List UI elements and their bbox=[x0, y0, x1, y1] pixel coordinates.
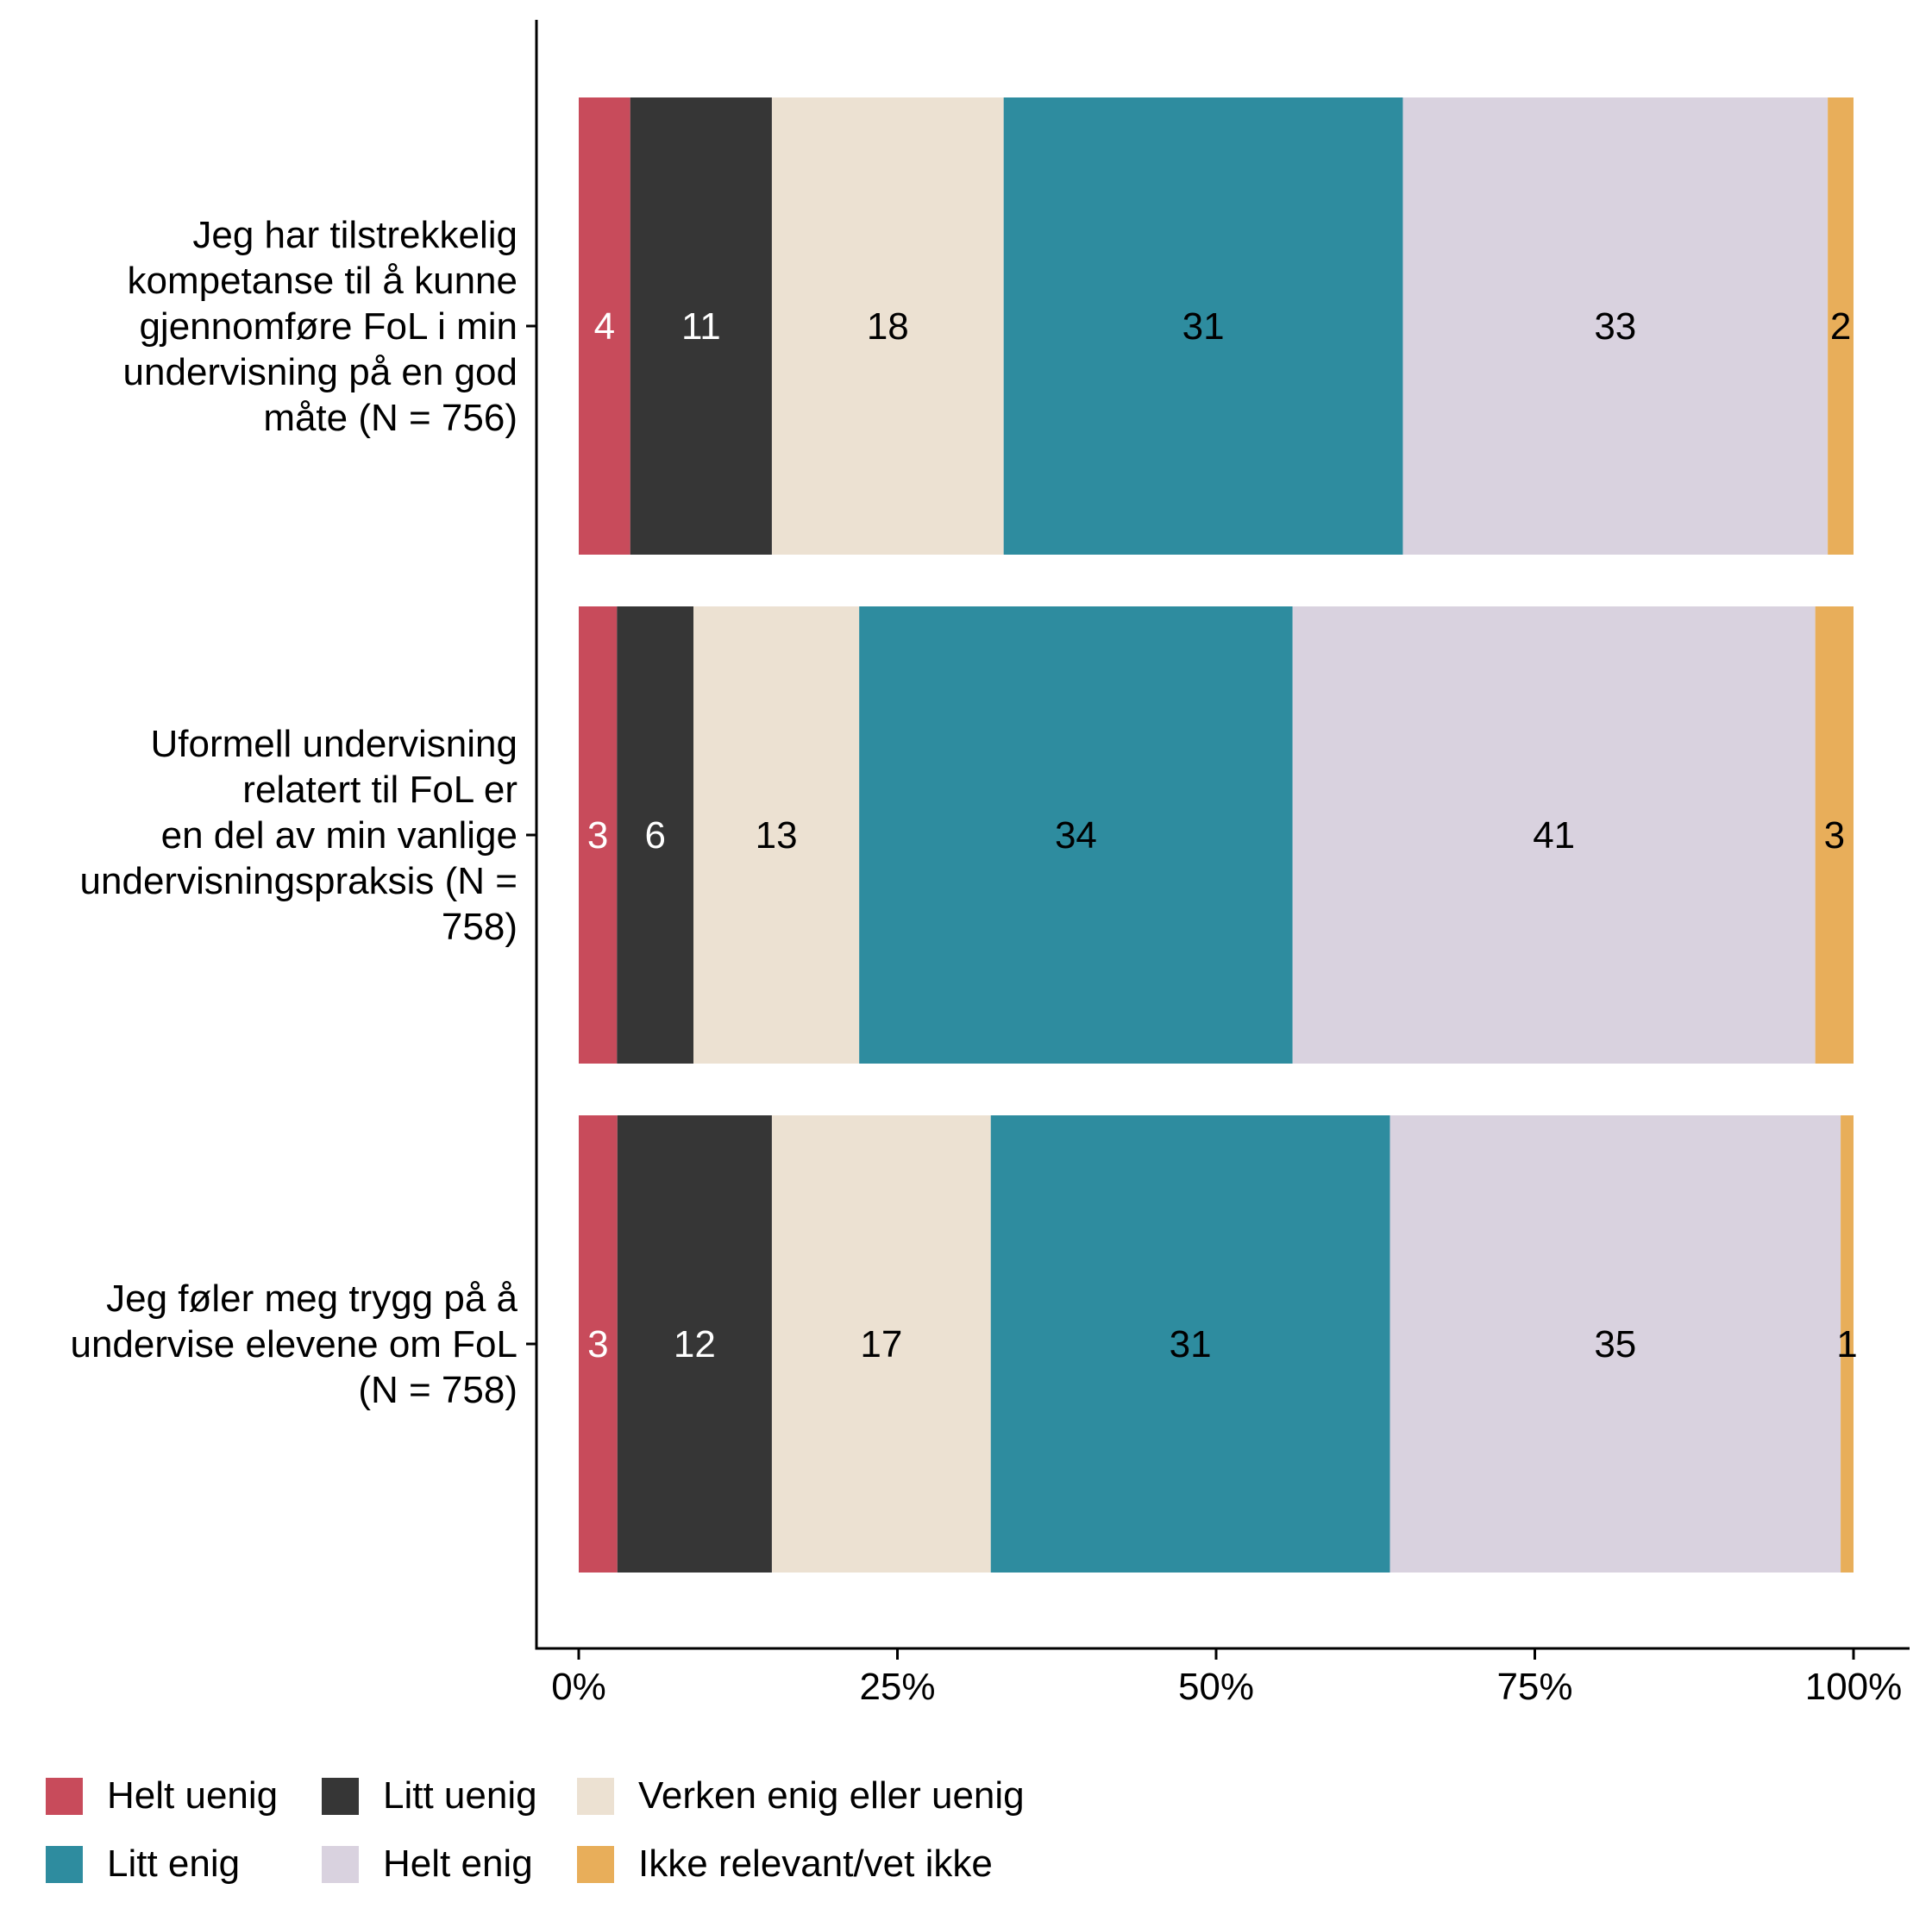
y-ticks-layer bbox=[526, 324, 536, 1346]
category-label-line: undervisningspraksis (N = bbox=[79, 859, 518, 902]
category-label-line: kompetanse til å kunne bbox=[127, 259, 518, 302]
bar-value-label: 18 bbox=[867, 305, 909, 348]
category-label-line: undervise elevene om FoL bbox=[70, 1322, 518, 1365]
bar-value-label: 31 bbox=[1170, 1323, 1212, 1365]
bar-segment bbox=[1389, 1115, 1841, 1573]
bar-value-label: 31 bbox=[1182, 305, 1225, 348]
legend-item: Verken enig eller uenig bbox=[577, 1774, 1025, 1817]
bar-value-label: 6 bbox=[644, 814, 665, 857]
category-label-line: Jeg føler meg trygg på å bbox=[106, 1277, 518, 1320]
bar-segment bbox=[990, 1115, 1390, 1573]
legend-swatch bbox=[577, 1845, 614, 1883]
bar-segment bbox=[579, 606, 618, 1064]
bar-value-label: 3 bbox=[1824, 814, 1845, 857]
bar-segment bbox=[617, 1115, 772, 1573]
bar-segment bbox=[579, 97, 630, 555]
x-tick-label: 75% bbox=[1496, 1666, 1572, 1708]
bar-value-label: 13 bbox=[756, 814, 798, 857]
x-tick-label: 0% bbox=[551, 1666, 606, 1708]
bar-segment bbox=[1841, 1115, 1854, 1573]
bar-value-label: 33 bbox=[1594, 305, 1636, 348]
legend-swatch bbox=[577, 1777, 614, 1815]
legend-item: Litt uenig bbox=[322, 1774, 537, 1817]
category-label-line: undervisning på en god bbox=[122, 350, 518, 393]
bar-segment bbox=[1003, 97, 1403, 555]
bar-value-label: 11 bbox=[681, 305, 721, 348]
legend-label: Litt enig bbox=[107, 1843, 241, 1885]
legend-label: Helt enig bbox=[383, 1843, 533, 1885]
bar-value-label: 12 bbox=[674, 1323, 716, 1365]
bar-segment bbox=[859, 606, 1293, 1064]
category-label: Jeg har tilstrekkelig kompetanse til å ku… bbox=[0, 212, 518, 441]
bar-value-label: 17 bbox=[860, 1323, 902, 1365]
category-label-line: 758) bbox=[441, 905, 518, 948]
legend-item: Helt enig bbox=[322, 1843, 533, 1886]
bar-value-label: 3 bbox=[587, 1323, 608, 1365]
bar-segment bbox=[771, 1115, 991, 1573]
bar-segment bbox=[579, 1115, 618, 1573]
category-label-line: en del av min vanlige bbox=[160, 813, 518, 857]
legend-item: Ikke relevant/vet ikke bbox=[577, 1843, 993, 1886]
bar-value-label: 1 bbox=[1836, 1323, 1857, 1365]
legend-swatch bbox=[46, 1845, 83, 1883]
category-label-line: Jeg har tilstrekkelig bbox=[192, 213, 518, 256]
x-ticks-layer: 0% 25% 50% 75% 100% bbox=[551, 1648, 1902, 1708]
category-label: Uformell undervisning relatert til FoL er… bbox=[0, 721, 518, 950]
legend-swatch bbox=[322, 1845, 359, 1883]
category-label: Jeg føler meg trygg på å undervise eleven… bbox=[0, 1276, 518, 1413]
bar-value-label: 4 bbox=[594, 305, 615, 348]
bars-layer: 4 11 18 31 33 23 6 13 34 41 33 12 17 31 35 1 bbox=[579, 97, 1858, 1573]
bar-segment bbox=[617, 606, 694, 1064]
bar-segment bbox=[1815, 606, 1854, 1064]
category-label-line: gjennomføre FoL i min bbox=[139, 304, 518, 348]
legend-label: Verken enig eller uenig bbox=[638, 1774, 1025, 1817]
bar-value-label: 34 bbox=[1055, 814, 1097, 857]
category-label-line: måte (N = 756) bbox=[263, 396, 518, 439]
category-label-line: (N = 758) bbox=[358, 1368, 518, 1411]
legend-label: Ikke relevant/vet ikke bbox=[638, 1843, 993, 1885]
legend-item: Helt uenig bbox=[46, 1774, 278, 1817]
x-tick-label: 50% bbox=[1178, 1666, 1254, 1708]
bar-segment bbox=[1292, 606, 1816, 1064]
category-label-line: relatert til FoL er bbox=[242, 768, 518, 811]
x-tick-label: 100% bbox=[1805, 1666, 1903, 1708]
legend-swatch bbox=[46, 1777, 83, 1815]
bar-value-label: 2 bbox=[1830, 305, 1851, 348]
bar-segment bbox=[630, 97, 772, 555]
bar-value-label: 35 bbox=[1594, 1323, 1636, 1365]
bar-segment bbox=[771, 97, 1004, 555]
legend-label: Helt uenig bbox=[107, 1774, 279, 1817]
bar-segment bbox=[693, 606, 860, 1064]
bar-segment bbox=[1402, 97, 1828, 555]
legend-label: Litt uenig bbox=[383, 1774, 537, 1817]
bar-value-label: 41 bbox=[1533, 814, 1575, 857]
legend-swatch bbox=[322, 1777, 359, 1815]
bar-value-label: 3 bbox=[587, 814, 608, 857]
category-label-line: Uformell undervisning bbox=[150, 722, 518, 765]
bar-segment bbox=[1828, 97, 1854, 555]
legend-item: Litt enig bbox=[46, 1843, 240, 1886]
x-tick-label: 25% bbox=[859, 1666, 935, 1708]
